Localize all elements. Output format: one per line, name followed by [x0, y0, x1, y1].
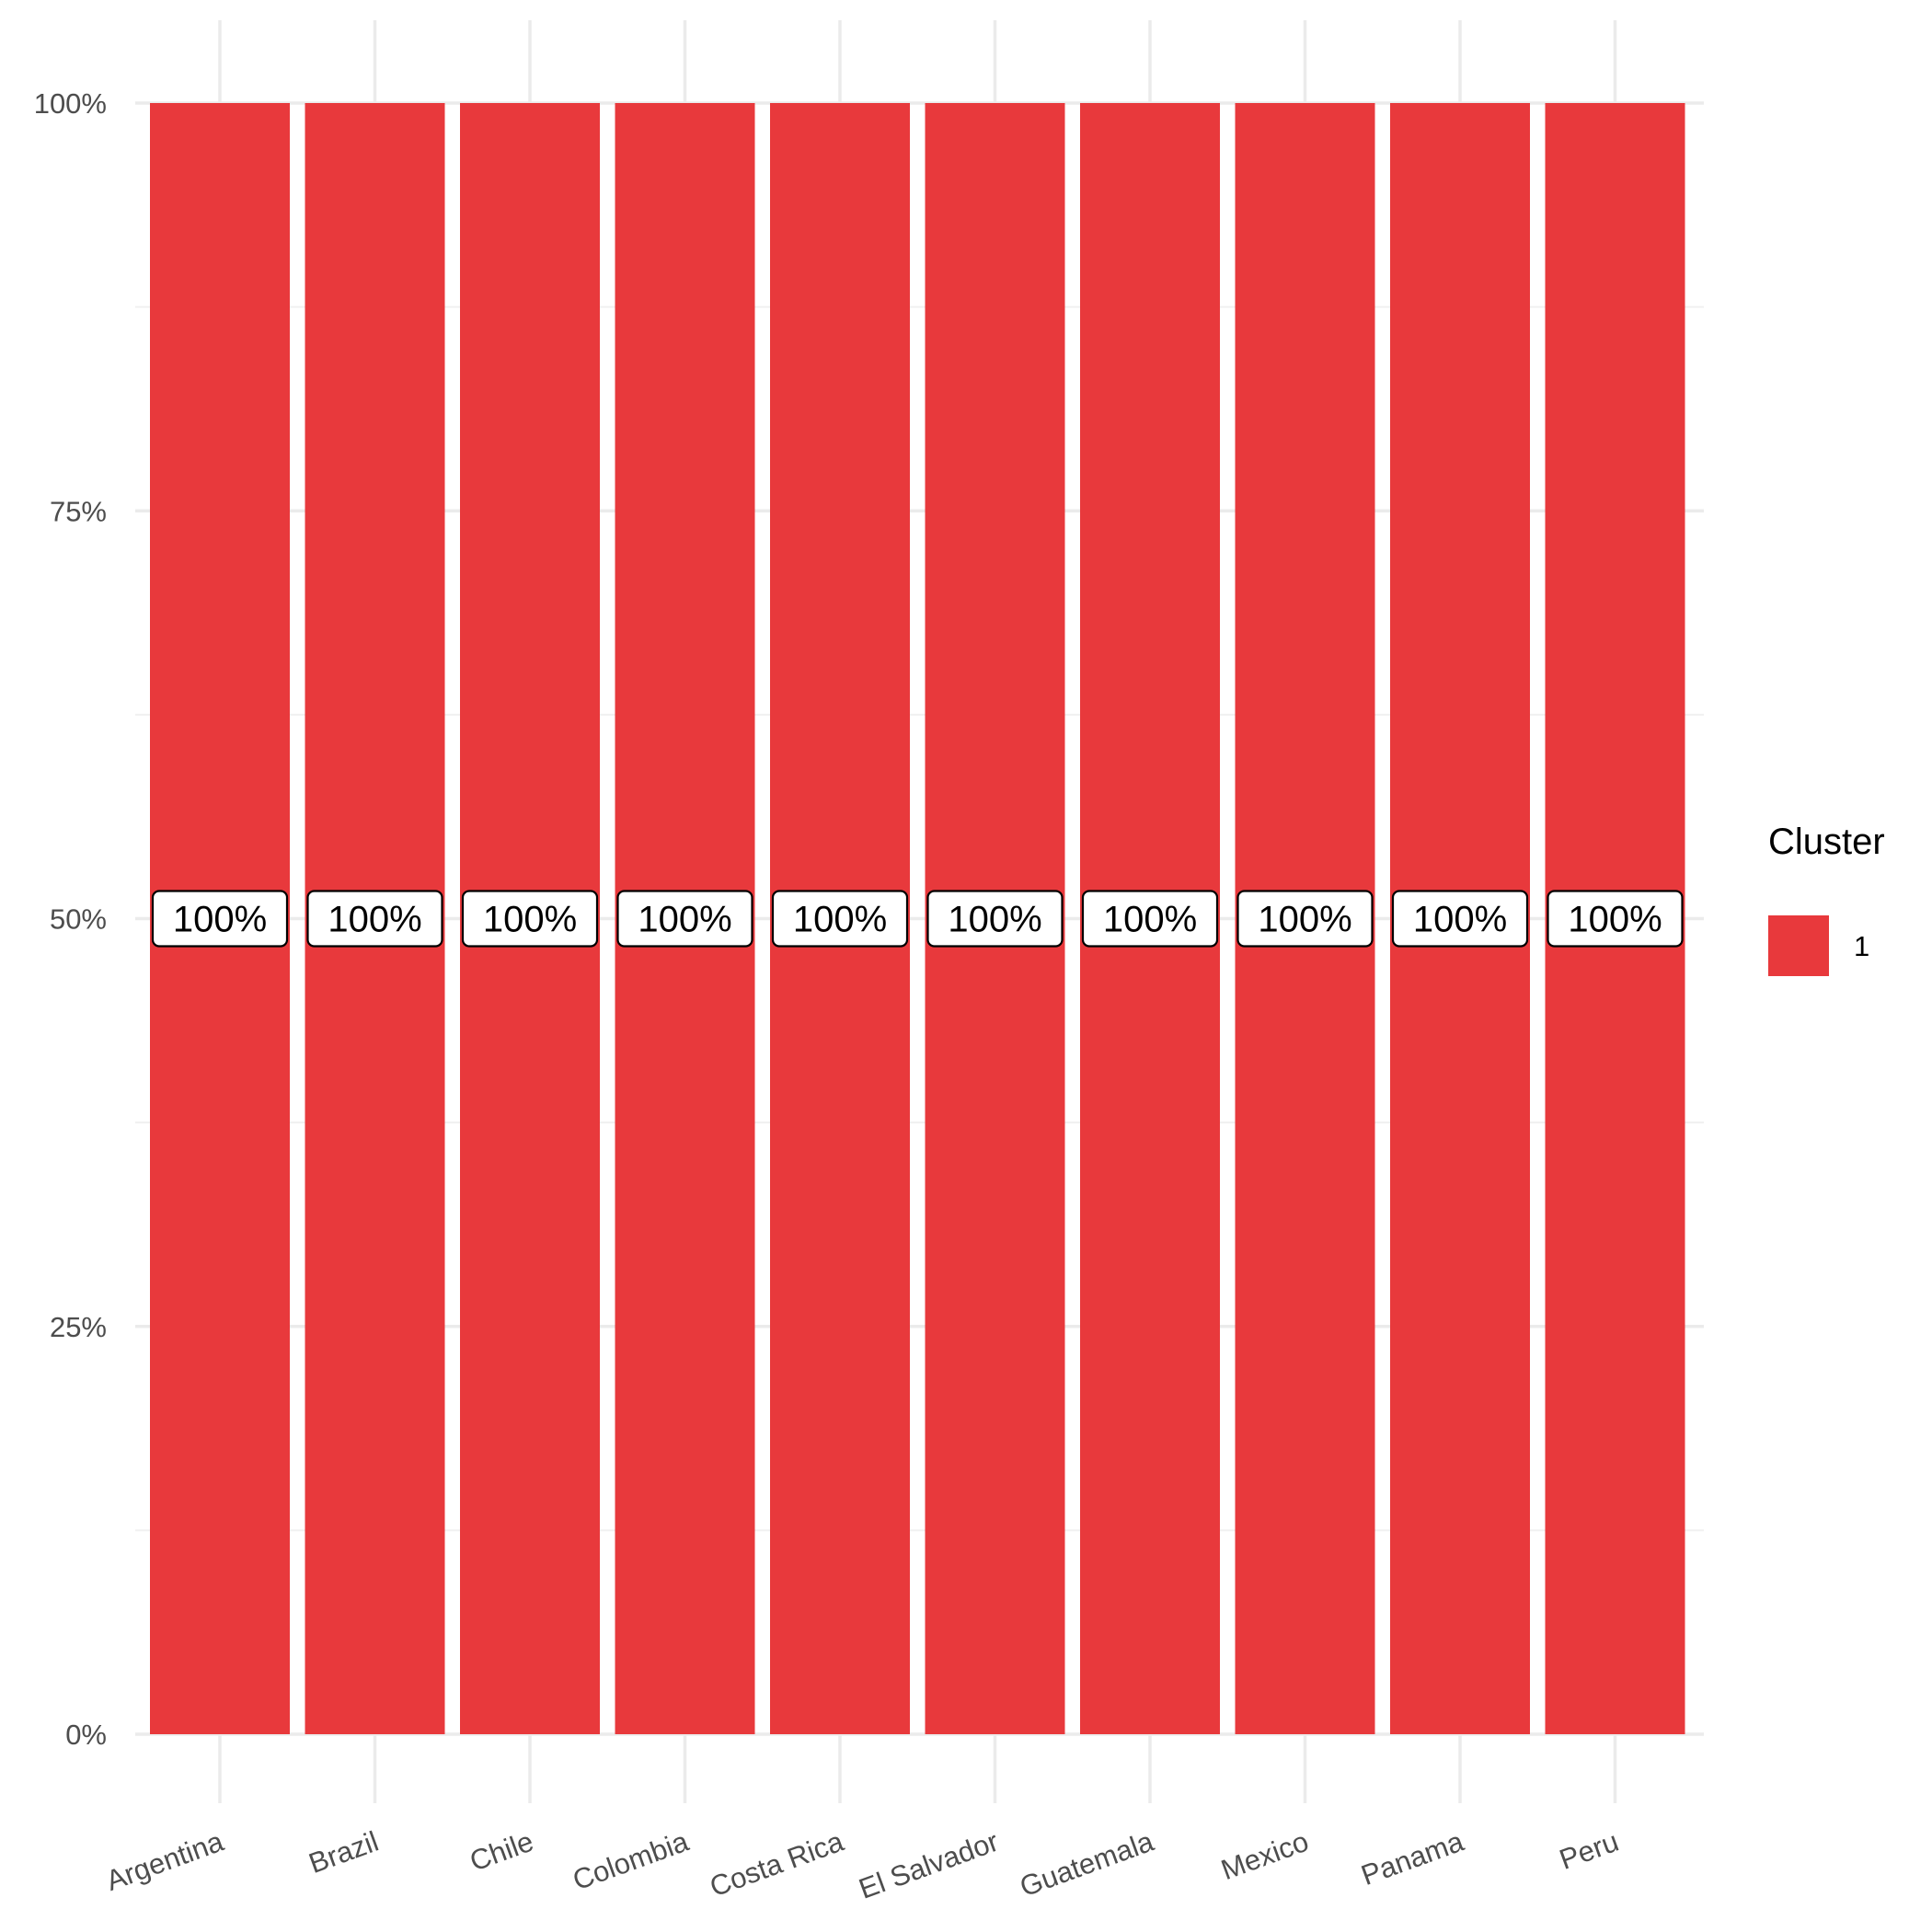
legend-label: 1	[1854, 930, 1869, 962]
x-tick-label: Mexico	[1217, 1825, 1313, 1886]
data-label-text: 100%	[948, 900, 1041, 940]
data-label-text: 100%	[1413, 900, 1507, 940]
y-tick-label: 0%	[65, 1719, 107, 1751]
x-tick-label: El Salvador	[855, 1825, 1003, 1905]
x-tick-label: Argentina	[102, 1824, 228, 1897]
data-label-text: 100%	[638, 900, 731, 940]
x-tick-label: Colombia	[569, 1824, 694, 1896]
y-tick-label: 100%	[34, 87, 107, 120]
legend-key	[1768, 915, 1829, 976]
data-label-text: 100%	[1568, 900, 1662, 940]
x-tick-label: Chile	[466, 1825, 537, 1878]
data-label-text: 100%	[483, 900, 577, 940]
data-label: 100%	[616, 890, 753, 948]
data-label-box	[616, 890, 753, 948]
data-label-text: 100%	[328, 900, 421, 940]
data-label: 100%	[1236, 890, 1374, 948]
data-label-box	[151, 890, 289, 948]
y-tick-label: 50%	[50, 903, 107, 936]
y-axis: 0% 25% 50% 75% 100%	[34, 87, 107, 1751]
data-label: 100%	[771, 890, 909, 948]
data-label-text: 100%	[173, 900, 267, 940]
data-label-text: 100%	[1103, 900, 1197, 940]
x-tick-label: Panama	[1357, 1824, 1468, 1892]
data-labels: 100% 100% 100% 100% 100% 100% 100% 100% 100% 100%	[151, 890, 1684, 948]
x-tick-label: Costa Rica	[706, 1824, 848, 1903]
data-label: 100%	[1081, 890, 1219, 948]
data-label-box	[1236, 890, 1374, 948]
data-label: 100%	[461, 890, 599, 948]
data-label: 100%	[151, 890, 289, 948]
x-tick-label: Peru	[1555, 1825, 1623, 1876]
x-tick-label: Brazil	[305, 1825, 383, 1880]
y-tick-label: 75%	[50, 495, 107, 527]
data-label-box	[926, 890, 1064, 948]
data-label-box	[461, 890, 599, 948]
data-label: 100%	[1547, 890, 1684, 948]
data-label-text: 100%	[1258, 900, 1351, 940]
data-label-box	[1547, 890, 1684, 948]
data-label: 100%	[1391, 890, 1529, 948]
x-axis: Argentina Brazil Chile Colombia Costa Rica El…	[102, 1824, 1623, 1904]
y-tick-label: 25%	[50, 1311, 107, 1343]
data-label: 100%	[306, 890, 443, 948]
data-label: 100%	[926, 890, 1064, 948]
x-tick-label: Guatemala	[1016, 1824, 1158, 1903]
data-label-box	[1391, 890, 1529, 948]
legend-title: Cluster	[1768, 822, 1885, 862]
data-label-box	[306, 890, 443, 948]
legend: Cluster 1	[1768, 822, 1885, 976]
data-label-box	[771, 890, 909, 948]
data-label-text: 100%	[793, 900, 887, 940]
data-label-box	[1081, 890, 1219, 948]
